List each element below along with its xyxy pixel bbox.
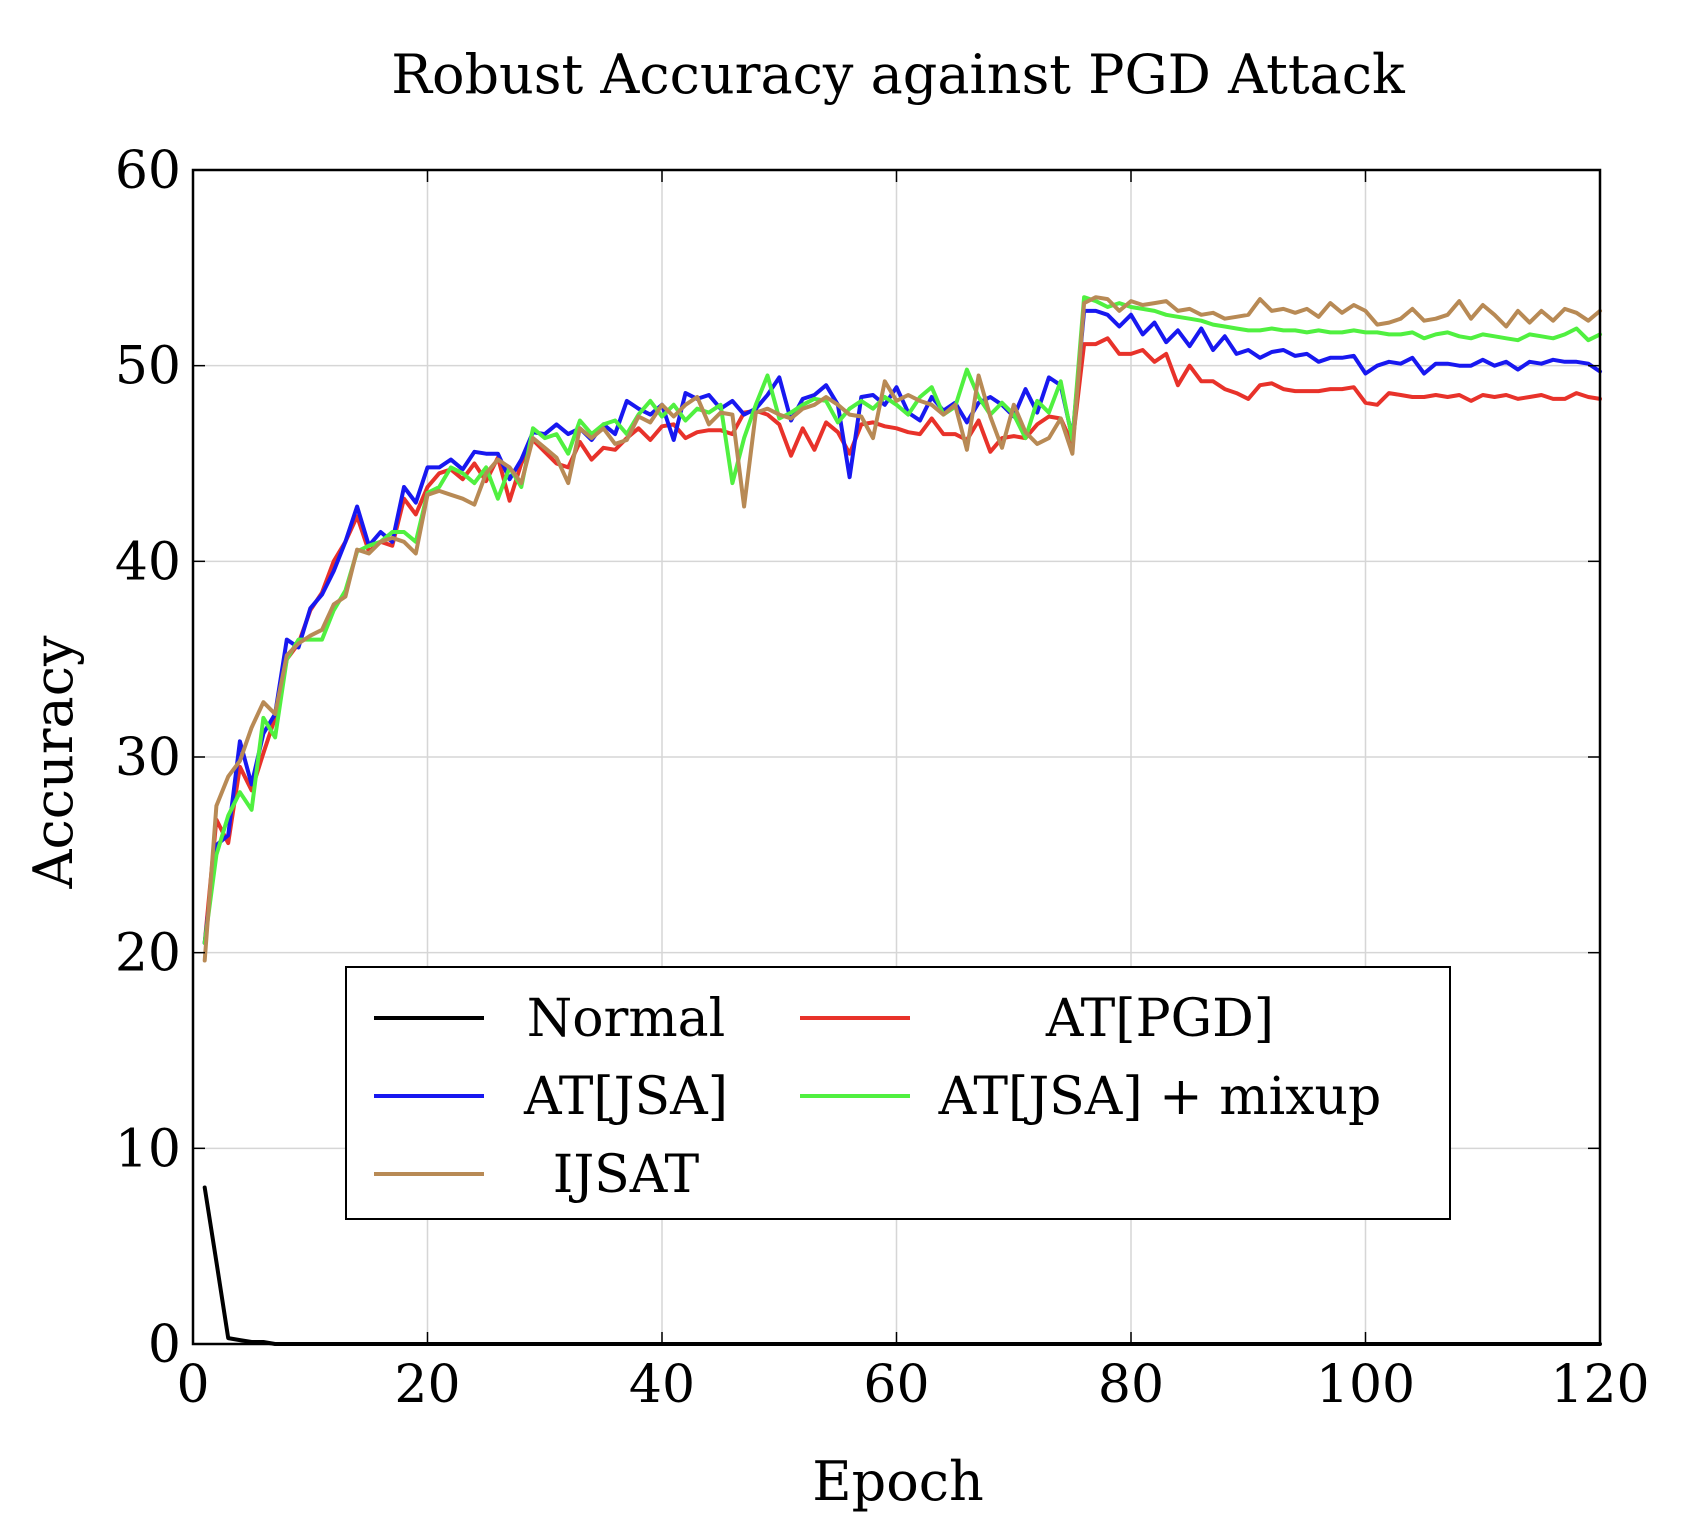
y-tick-label: 0 (148, 1315, 181, 1375)
legend-label-at-jsa-mixup: AT[JSA] + mixup (938, 1067, 1382, 1127)
series-line-at-jsa (202, 308, 1602, 945)
y-axis-label: Accuracy (22, 635, 85, 890)
y-tick-label: 60 (115, 141, 181, 201)
legend-label-at-pgd: AT[PGD] (1045, 989, 1274, 1049)
x-tick-label: 40 (629, 1355, 695, 1415)
legend-label-at-jsa: AT[JSA] (523, 1067, 728, 1127)
legend-label-normal: Normal (527, 989, 726, 1049)
x-tick-label: 120 (1550, 1355, 1649, 1415)
x-tick-label: 100 (1316, 1355, 1415, 1415)
legend-box (345, 966, 1451, 1220)
series-line-at-jsa-mixup (202, 295, 1602, 945)
y-tick-label: 50 (115, 337, 181, 397)
axis-ticks: 0 20 40 60 80 100 120 0 10 20 30 40 50 60 (115, 141, 1650, 1415)
x-tick-label: 0 (176, 1355, 209, 1415)
y-tick-label: 20 (115, 924, 181, 984)
legend-label-ijsat: IJSAT (553, 1145, 700, 1205)
series-line-ijsat (202, 295, 1602, 963)
legend: Normal AT[PGD] AT[JSA] AT[JSA] + mixup IJSAT (345, 966, 1451, 1220)
y-tick-label: 10 (115, 1119, 181, 1179)
x-tick-label: 60 (863, 1355, 929, 1415)
x-axis-label: Epoch (812, 1450, 984, 1513)
y-tick-label: 30 (115, 728, 181, 788)
chart-title: Robust Accuracy against PGD Attack (391, 43, 1406, 106)
x-tick-label: 80 (1098, 1355, 1164, 1415)
x-tick-label: 20 (394, 1355, 460, 1415)
series-line-at-pgd (202, 336, 1602, 945)
y-tick-label: 40 (115, 532, 181, 592)
series-lines (202, 295, 1602, 1346)
